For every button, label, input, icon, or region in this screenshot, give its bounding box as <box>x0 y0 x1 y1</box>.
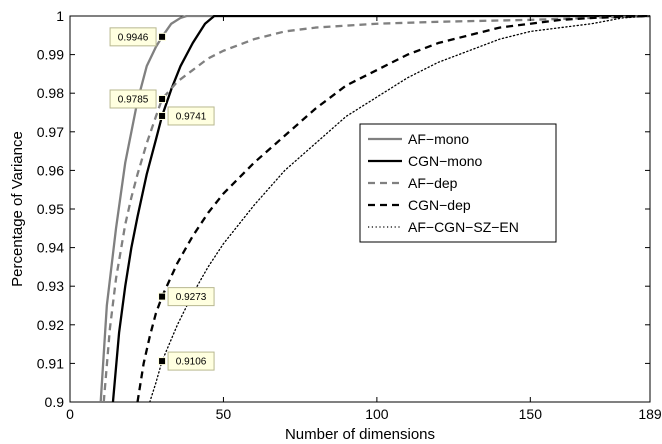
y-tick-label: 0.98 <box>37 85 64 101</box>
datatip-box <box>167 351 215 371</box>
y-axis-label: Percentage of Variance <box>9 131 26 287</box>
y-tick-label: 0.97 <box>37 124 64 140</box>
legend-label: CGN−mono <box>408 153 483 169</box>
y-tick-label: 0.95 <box>37 201 64 217</box>
datatip-label: 0.9273 <box>176 292 207 303</box>
series-line-1 <box>99 15 650 402</box>
legend-label: AF−dep <box>408 175 458 191</box>
legend-label: AF−mono <box>408 131 469 147</box>
x-tick-label: 50 <box>216 406 232 422</box>
datatip-box <box>109 27 157 47</box>
series-line-5 <box>149 15 650 402</box>
y-tick-label: 0.91 <box>37 355 64 371</box>
legend: AF−mono CGN−mono AF−dep CGN−dep AF−CGN−SZ−EN <box>359 123 557 243</box>
y-tick-label: 1 <box>56 8 64 24</box>
x-tick-label: 189 <box>638 406 662 422</box>
annotation-layer: 0.9946 0.9785 0.9741 0.9273 0.9106 <box>109 27 215 371</box>
y-tick-label: 0.92 <box>37 317 64 333</box>
datatip-marker <box>158 32 167 41</box>
datatip-marker <box>158 111 167 120</box>
legend-label: CGN−dep <box>408 197 471 213</box>
y-tick-label: 0.94 <box>37 240 64 256</box>
x-tick-label: 0 <box>66 406 74 422</box>
y-tick-label: 0.9 <box>45 394 65 410</box>
datatip-box <box>109 89 157 109</box>
datatip-label: 0.9946 <box>118 32 149 43</box>
datatip-box <box>167 106 215 126</box>
y-tick-label: 0.99 <box>37 47 64 63</box>
y-tick-label: 0.93 <box>37 278 64 294</box>
datatip-marker <box>158 94 167 103</box>
datatip-box <box>167 287 215 307</box>
datatip-label: 0.9741 <box>176 111 207 122</box>
datatip-label: 0.9785 <box>118 94 149 105</box>
series-line-4 <box>136 15 650 402</box>
x-tick-label: 100 <box>365 406 389 422</box>
legend-label: AF−CGN−SZ−EN <box>408 219 519 235</box>
x-axis-label: Number of dimensions <box>285 426 435 443</box>
axis-layer: 0 50 100 150 189 0.9 0.91 0.92 0.93 0.94 0.95 0.96 0… <box>37 8 662 422</box>
series-line-3 <box>102 15 650 402</box>
y-tick-label: 0.96 <box>37 162 64 178</box>
datatip-marker <box>158 357 167 366</box>
x-tick-label: 150 <box>519 406 543 422</box>
datatip-label: 0.9106 <box>176 357 207 368</box>
datatip-marker <box>158 292 167 301</box>
